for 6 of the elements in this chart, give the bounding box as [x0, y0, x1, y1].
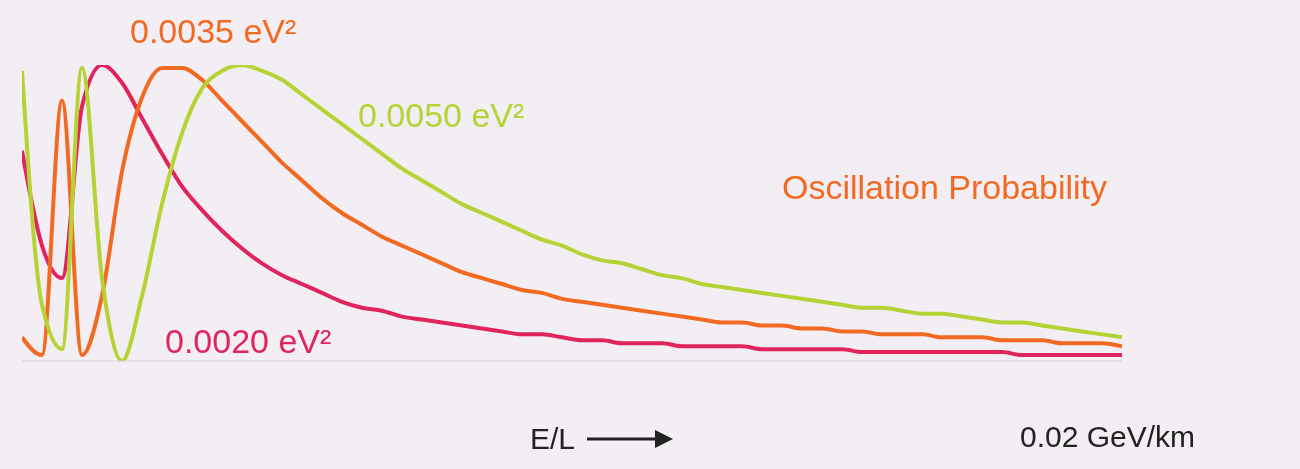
series-label: 0.0050 eV²	[358, 96, 525, 134]
series-label: 0.0035 eV²	[130, 12, 297, 50]
text: Oscillation Probability	[782, 168, 1108, 207]
text: 0.02 GeV/km	[1020, 420, 1196, 454]
x-axis-title: E/L	[530, 422, 576, 456]
series-label: 0.0020 eV²	[165, 322, 332, 360]
